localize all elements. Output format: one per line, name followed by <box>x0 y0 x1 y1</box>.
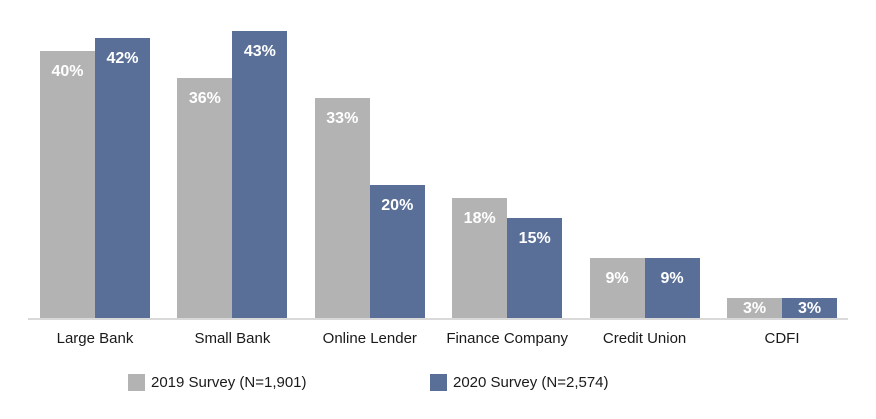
bar-2020: 20% <box>369 185 425 318</box>
bar-value-label: 33% <box>326 110 359 127</box>
legend-item-2020: 2020 Survey (N=2,574) <box>430 374 609 391</box>
bar-value-label: 20% <box>381 197 414 214</box>
bar-2020: 9% <box>644 258 700 318</box>
legend-swatch-2019 <box>128 374 145 391</box>
bar-value-label: 15% <box>518 230 551 247</box>
bar-chart: 40% 42% Large Bank 36% 43% Small Bank 33% 20% On… <box>28 31 848 347</box>
category-label: Credit Union <box>602 330 687 347</box>
category-label: Finance Company <box>446 330 569 347</box>
bar-value-label: 40% <box>51 63 84 80</box>
bar-2019: 40% <box>40 51 95 318</box>
bar-value-label: 9% <box>605 270 629 287</box>
x-axis-line <box>28 318 848 320</box>
category-label: Small Bank <box>194 330 271 347</box>
bar-value-label: 43% <box>243 43 276 60</box>
category-label: Large Bank <box>56 330 134 347</box>
bar-2019: 33% <box>314 98 370 318</box>
bar-2020: 3% <box>782 298 837 318</box>
legend-swatch-2020 <box>430 374 447 391</box>
legend: 2019 Survey (N=1,901) 2020 Survey (N=2,5… <box>0 374 876 394</box>
bar-value-label: 3% <box>797 300 822 317</box>
bar-2019: 9% <box>589 258 645 318</box>
bar-value-label: 36% <box>188 90 221 107</box>
bar-value-label: 9% <box>660 270 684 287</box>
bar-2020: 43% <box>232 31 288 318</box>
bar-value-label: 18% <box>463 210 496 227</box>
bar-2019: 18% <box>452 198 508 318</box>
bar-value-label: 42% <box>106 50 139 67</box>
legend-label-2019: 2019 Survey (N=1,901) <box>151 374 307 391</box>
category-label: Online Lender <box>322 330 417 347</box>
bar-2020: 42% <box>95 38 150 318</box>
bar-2020: 15% <box>507 218 563 318</box>
category-label: CDFI <box>764 330 800 347</box>
bar-value-label: 3% <box>742 300 767 317</box>
legend-item-2019: 2019 Survey (N=1,901) <box>128 374 307 391</box>
bar-2019: 3% <box>727 298 782 318</box>
legend-label-2020: 2020 Survey (N=2,574) <box>453 374 609 391</box>
bar-2019: 36% <box>177 78 233 318</box>
